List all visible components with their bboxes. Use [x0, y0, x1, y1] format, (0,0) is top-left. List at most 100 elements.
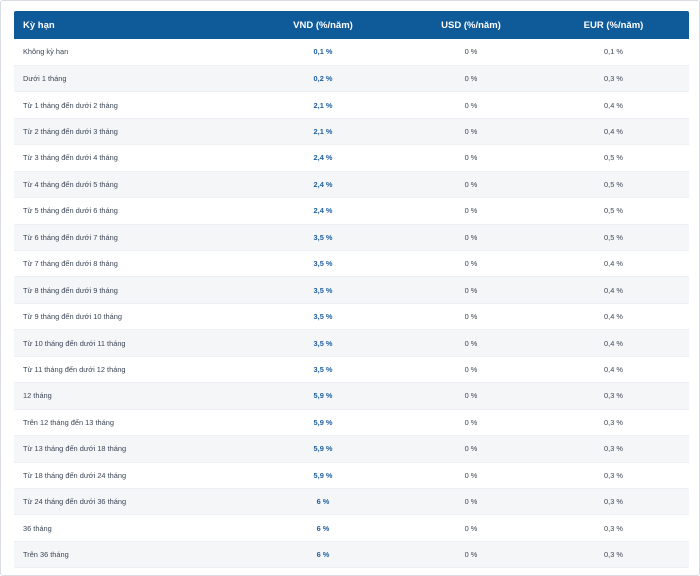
eur-rate-cell: 0,4 % — [538, 303, 689, 331]
eur-rate-cell: 0,1 % — [538, 39, 689, 66]
term-cell: Từ 6 tháng đến dưới 7 tháng — [14, 224, 242, 252]
table-row: Trên 12 tháng đến 13 tháng 5,9 % 0 % 0,3 % — [14, 409, 689, 437]
eur-rate-cell: 0,3 % — [538, 65, 689, 93]
eur-rate-cell: 0,5 % — [538, 224, 689, 252]
table-row: Từ 11 tháng đến dưới 12 tháng 3,5 % 0 % 0,4… — [14, 356, 689, 384]
header-eur: EUR (%/năm) — [583, 19, 644, 31]
table-row: Từ 10 tháng đến dưới 11 tháng 3,5 % 0 % 0,4… — [14, 329, 689, 357]
eur-rate-cell: 0,3 % — [538, 488, 689, 516]
table-row: 12 tháng 5,9 % 0 % 0,3 % — [14, 382, 689, 410]
eur-rate-cell: 0,5 % — [538, 144, 689, 172]
usd-rate-cell: 0 % — [404, 171, 538, 199]
eur-rate-cell: 0,4 % — [538, 118, 689, 146]
eur-rate-cell: 0,5 % — [538, 171, 689, 199]
table-row: Từ 13 tháng đến dưới 18 tháng 5,9 % 0 % 0,3… — [14, 435, 689, 463]
usd-rate-cell: 0 % — [404, 303, 538, 331]
eur-rate-cell: 0,4 % — [538, 356, 689, 384]
term-cell: 12 tháng — [14, 382, 242, 410]
table-row: 36 tháng 6 % 0 % 0,3 % — [14, 514, 689, 542]
term-cell: Từ 2 tháng đến dưới 3 tháng — [14, 118, 242, 146]
vnd-rate-cell: 3,5 % — [242, 329, 404, 357]
usd-rate-cell: 0 % — [404, 488, 538, 516]
vnd-rate-cell: 6 % — [242, 514, 404, 542]
vnd-rate-cell: 6 % — [242, 541, 404, 569]
table-row: Từ 9 tháng đến dưới 10 tháng 3,5 % 0 % 0,4 … — [14, 303, 689, 331]
term-cell: Từ 4 tháng đến dưới 5 tháng — [14, 171, 242, 199]
interest-rate-table: Kỳ hạn VND (%/năm) USD (%/năm) EUR (%/nă… — [14, 11, 689, 569]
usd-rate-cell: 0 % — [404, 541, 538, 569]
eur-rate-cell: 0,3 % — [538, 435, 689, 463]
table-row: Dưới 1 tháng 0,2 % 0 % 0,3 % — [14, 65, 689, 93]
table-row: Từ 7 tháng đến dưới 8 tháng 3,5 % 0 % 0,4 % — [14, 250, 689, 278]
table-row: Từ 3 tháng đến dưới 4 tháng 2,4 % 0 % 0,5 % — [14, 144, 689, 172]
vnd-rate-cell: 5,9 % — [242, 382, 404, 410]
eur-rate-cell: 0,4 % — [538, 91, 689, 119]
eur-rate-cell: 0,5 % — [538, 197, 689, 225]
term-cell: Từ 10 tháng đến dưới 11 tháng — [14, 329, 242, 357]
usd-rate-cell: 0 % — [404, 409, 538, 437]
eur-rate-cell: 0,3 % — [538, 409, 689, 437]
table-row: Từ 4 tháng đến dưới 5 tháng 2,4 % 0 % 0,5 % — [14, 171, 689, 199]
table-row: Trên 36 tháng 6 % 0 % 0,3 % — [14, 541, 689, 569]
usd-rate-cell: 0 % — [404, 356, 538, 384]
header-usd: USD (%/năm) — [441, 19, 501, 31]
term-cell: Từ 8 tháng đến dưới 9 tháng — [14, 276, 242, 304]
usd-rate-cell: 0 % — [404, 224, 538, 252]
term-cell: 36 tháng — [14, 514, 242, 542]
eur-rate-cell: 0,3 % — [538, 541, 689, 569]
term-cell: Từ 3 tháng đến dưới 4 tháng — [14, 144, 242, 172]
usd-rate-cell: 0 % — [404, 65, 538, 93]
term-cell: Từ 18 tháng đến dưới 24 tháng — [14, 462, 242, 489]
term-cell: Từ 5 tháng đến dưới 6 tháng — [14, 197, 242, 225]
eur-rate-cell: 0,4 % — [538, 250, 689, 278]
eur-rate-cell: 0,3 % — [538, 382, 689, 410]
eur-rate-cell: 0,4 % — [538, 329, 689, 357]
term-cell: Từ 24 tháng đến dưới 36 tháng — [14, 488, 242, 516]
table-row: Từ 1 tháng đến dưới 2 tháng 2,1 % 0 % 0,4 % — [14, 91, 689, 119]
usd-rate-cell: 0 % — [404, 197, 538, 225]
vnd-rate-cell: 2,4 % — [242, 197, 404, 225]
table-header: Kỳ hạn VND (%/năm) USD (%/năm) EUR (%/nă… — [14, 11, 689, 39]
vnd-rate-cell: 3,5 % — [242, 303, 404, 331]
term-cell: Dưới 1 tháng — [14, 65, 242, 93]
usd-rate-cell: 0 % — [404, 91, 538, 119]
vnd-rate-cell: 6 % — [242, 488, 404, 516]
table-body: Không kỳ hạn 0,1 % 0 % 0,1 % Dưới 1 tháng 0,2… — [14, 39, 689, 569]
term-cell: Trên 36 tháng — [14, 541, 242, 569]
table-row: Từ 24 tháng đến dưới 36 tháng 6 % 0 % 0,3 % — [14, 488, 689, 516]
vnd-rate-cell: 3,5 % — [242, 356, 404, 384]
term-cell: Từ 11 tháng đến dưới 12 tháng — [14, 356, 242, 384]
vnd-rate-cell: 0,1 % — [242, 39, 404, 66]
table-row: Từ 8 tháng đến dưới 9 tháng 3,5 % 0 % 0,4 % — [14, 276, 689, 304]
vnd-rate-cell: 3,5 % — [242, 224, 404, 252]
usd-rate-cell: 0 % — [404, 144, 538, 172]
usd-rate-cell: 0 % — [404, 514, 538, 542]
usd-rate-cell: 0 % — [404, 382, 538, 410]
eur-rate-cell: 0,3 % — [538, 462, 689, 489]
term-cell: Không kỳ hạn — [14, 39, 242, 66]
vnd-rate-cell: 0,2 % — [242, 65, 404, 93]
term-cell: Từ 7 tháng đến dưới 8 tháng — [14, 250, 242, 278]
vnd-rate-cell: 2,1 % — [242, 118, 404, 146]
table-row: Từ 5 tháng đến dưới 6 tháng 2,4 % 0 % 0,5 % — [14, 197, 689, 225]
vnd-rate-cell: 2,4 % — [242, 144, 404, 172]
table-row: Không kỳ hạn 0,1 % 0 % 0,1 % — [14, 39, 689, 66]
table-row: Từ 18 tháng đến dưới 24 tháng 5,9 % 0 % 0,3… — [14, 462, 689, 489]
term-cell: Từ 9 tháng đến dưới 10 tháng — [14, 303, 242, 331]
usd-rate-cell: 0 % — [404, 435, 538, 463]
table-row: Từ 2 tháng đến dưới 3 tháng 2,1 % 0 % 0,4 % — [14, 118, 689, 146]
term-cell: Từ 13 tháng đến dưới 18 tháng — [14, 435, 242, 463]
vnd-rate-cell: 5,9 % — [242, 435, 404, 463]
usd-rate-cell: 0 % — [404, 462, 538, 489]
usd-rate-cell: 0 % — [404, 276, 538, 304]
header-vnd: VND (%/năm) — [293, 19, 353, 31]
usd-rate-cell: 0 % — [404, 39, 538, 66]
header-row: Kỳ hạn VND (%/năm) USD (%/năm) EUR (%/nă… — [14, 11, 689, 39]
vnd-rate-cell: 3,5 % — [242, 276, 404, 304]
usd-rate-cell: 0 % — [404, 329, 538, 357]
vnd-rate-cell: 5,9 % — [242, 462, 404, 489]
eur-rate-cell: 0,3 % — [538, 514, 689, 542]
vnd-rate-cell: 2,1 % — [242, 91, 404, 119]
header-term: Kỳ hạn — [23, 19, 55, 31]
vnd-rate-cell: 5,9 % — [242, 409, 404, 437]
